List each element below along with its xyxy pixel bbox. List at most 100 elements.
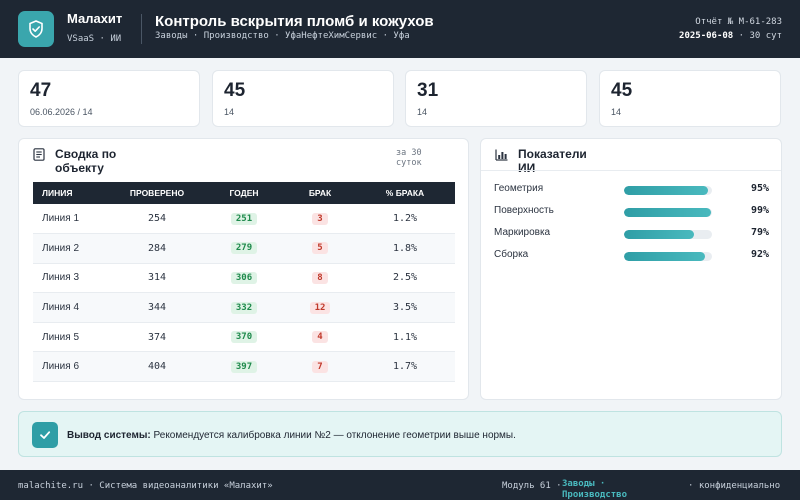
summary-period: за 30 суток — [396, 148, 422, 168]
cell-line: Линия 6 — [33, 351, 111, 383]
good-badge: 306 — [230, 271, 258, 284]
cell-defect: 12 — [285, 292, 355, 323]
document-icon — [33, 148, 45, 161]
report-period: · 30 сут — [733, 31, 782, 41]
app-footer: malachite.ru · Система видеоаналитики «М… — [0, 470, 800, 500]
table-header-row: ЛИНИЯ ПРОВЕРЕНО ГОДЕН БРАК % БРАКА — [33, 182, 455, 204]
table-row[interactable]: Линия 2 284 279 5 1.8% — [33, 233, 455, 264]
cell-good: 279 — [203, 233, 285, 264]
table-row[interactable]: Линия 4 344 332 12 3.5% — [33, 292, 455, 323]
kpi-subtitle: 14 — [417, 107, 428, 117]
kpi-value: 45 — [224, 80, 246, 101]
col-header-defect-pct[interactable]: % БРАКА — [355, 182, 455, 204]
good-badge: 332 — [230, 301, 258, 314]
kpi-value: 31 — [417, 80, 439, 101]
cell-defect-pct: 3.5% — [355, 292, 455, 323]
footer-confidential: · конфиденциально — [688, 481, 781, 491]
good-badge: 279 — [230, 242, 258, 255]
cell-defect: 3 — [285, 204, 355, 235]
kpi-card-3[interactable]: 31 14 — [405, 70, 587, 127]
cell-defect: 4 — [285, 322, 355, 353]
col-header-checked[interactable]: ПРОВЕРЕНО — [111, 182, 203, 204]
conclusion-label: Вывод системы: — [67, 430, 151, 441]
footer-site-info[interactable]: malachite.ru · Система видеоаналитики «М… — [18, 481, 273, 491]
col-header-defect[interactable]: БРАК — [285, 182, 355, 204]
ai-metric-track — [624, 208, 712, 217]
ai-metric-geometry: Геометрия 95% — [494, 183, 769, 197]
footer-breadcrumb-link[interactable]: Заводы · Производство — [562, 479, 628, 500]
cell-defect: 8 — [285, 263, 355, 294]
ai-metric-surface: Поверхность 99% — [494, 205, 769, 219]
kpi-card-4[interactable]: 45 14 — [599, 70, 781, 127]
col-header-line[interactable]: ЛИНИЯ — [33, 182, 111, 204]
ai-metric-label: Сборка — [494, 249, 529, 260]
table-row[interactable]: Линия 5 374 370 4 1.1% — [33, 322, 455, 353]
brand-subtitle: VSaaS · ИИ — [67, 34, 122, 44]
defect-badge: 7 — [312, 360, 328, 373]
report-id: Отчёт № М-61-283 — [695, 17, 782, 27]
cell-checked: 404 — [111, 351, 203, 383]
cell-line: Линия 4 — [33, 292, 111, 323]
cell-defect-pct: 1.1% — [355, 322, 455, 353]
cell-good: 370 — [203, 322, 285, 353]
cell-defect-pct: 1.8% — [355, 233, 455, 264]
cell-good: 397 — [203, 351, 285, 383]
ai-metric-marking: Маркировка 79% — [494, 227, 769, 241]
kpi-card-1[interactable]: 47 06.06.2026 / 14 — [18, 70, 200, 127]
good-badge: 370 — [230, 331, 258, 344]
defect-badge: 4 — [312, 331, 328, 344]
kpi-card-2[interactable]: 45 14 — [212, 70, 394, 127]
ai-metric-assembly: Сборка 92% — [494, 249, 769, 263]
cell-line: Линия 5 — [33, 322, 111, 353]
cell-checked: 314 — [111, 263, 203, 294]
shield-logo-icon — [18, 11, 54, 47]
ai-title: Показатели ИИ — [518, 147, 587, 175]
ai-metric-value: 95% — [750, 183, 769, 194]
report-info: Отчёт № М-61-283 2025-06-08 · 30 сут — [672, 15, 782, 43]
cell-checked: 284 — [111, 233, 203, 264]
cell-line: Линия 1 — [33, 204, 111, 235]
summary-title: Сводка по объекту — [55, 147, 117, 175]
cell-good: 251 — [203, 204, 285, 235]
cell-defect-pct: 1.2% — [355, 204, 455, 235]
ai-metric-label: Маркировка — [494, 227, 551, 238]
ai-metric-value: 92% — [750, 249, 769, 260]
cell-defect: 5 — [285, 233, 355, 264]
ai-metric-fill — [624, 208, 712, 217]
defect-badge: 12 — [309, 301, 331, 314]
cell-line: Линия 2 — [33, 233, 111, 264]
good-badge: 397 — [230, 360, 258, 373]
summary-table: ЛИНИЯ ПРОВЕРЕНО ГОДЕН БРАК % БРАКА Линия… — [33, 182, 455, 383]
breadcrumb[interactable]: Заводы · Производство · УфаНефтеХимСерви… — [155, 31, 410, 41]
ai-metric-fill — [624, 252, 705, 261]
table-row[interactable]: Линия 6 404 397 7 1.7% — [33, 351, 455, 383]
page-title: Контроль вскрытия пломб и кожухов — [155, 13, 434, 30]
kpi-value: 45 — [611, 80, 633, 101]
ai-panel-divider — [481, 170, 781, 171]
cell-defect-pct: 1.7% — [355, 351, 455, 383]
kpi-subtitle: 14 — [611, 107, 622, 117]
cell-checked: 374 — [111, 322, 203, 353]
ai-metric-track — [624, 252, 712, 261]
cell-checked: 254 — [111, 204, 203, 235]
cell-defect: 7 — [285, 351, 355, 383]
cell-defect-pct: 2.5% — [355, 263, 455, 294]
defect-badge: 8 — [312, 271, 328, 284]
ai-metric-track — [624, 186, 712, 195]
table-row[interactable]: Линия 1 254 251 3 1.2% — [33, 204, 455, 235]
table-row[interactable]: Линия 3 314 306 8 2.5% — [33, 263, 455, 294]
cell-good: 332 — [203, 292, 285, 323]
conclusion-text: Вывод системы: Рекомендуется калибровка … — [67, 429, 517, 443]
good-badge: 251 — [230, 212, 258, 225]
cell-checked: 344 — [111, 292, 203, 323]
ai-metric-value: 99% — [750, 205, 769, 216]
ai-metric-label: Поверхность — [494, 205, 554, 216]
app-header: Малахит VSaaS · ИИ Контроль вскрытия пло… — [0, 0, 800, 58]
ai-metric-value: 79% — [750, 227, 769, 238]
header-divider — [141, 14, 142, 44]
cell-line: Линия 3 — [33, 263, 111, 294]
defect-badge: 5 — [312, 242, 328, 255]
col-header-good[interactable]: ГОДЕН — [203, 182, 285, 204]
footer-module: Модуль 61 · — [502, 481, 562, 491]
kpi-subtitle: 14 — [224, 107, 235, 117]
